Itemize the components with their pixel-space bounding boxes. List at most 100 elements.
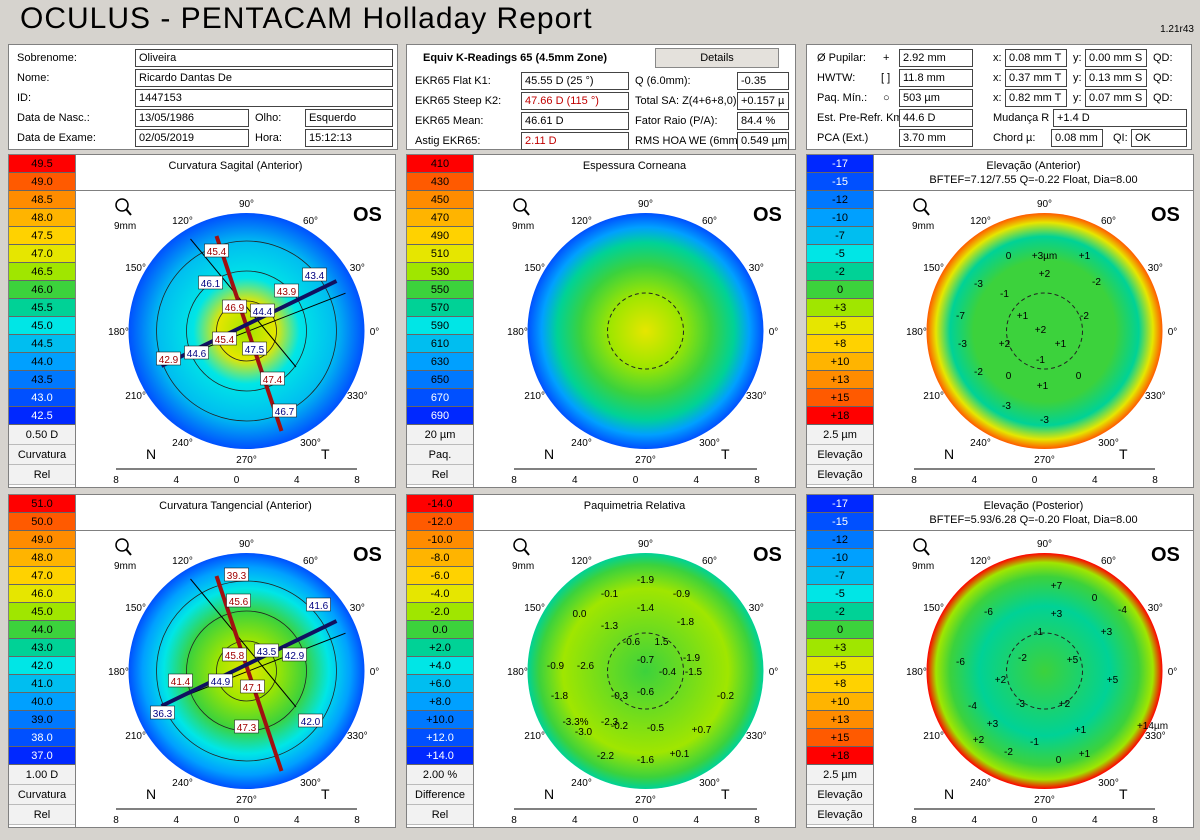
scale-cell: 43.0: [9, 389, 75, 407]
axis-tick-label: 8: [911, 475, 917, 486]
name-field[interactable]: Ricardo Dantas De: [135, 69, 393, 87]
map-value-label: 43.9: [277, 287, 297, 298]
scale-info[interactable]: Elevação: [807, 445, 873, 465]
k2-label: EKR65 Steep K2:: [415, 95, 502, 107]
scale-cell: 37.0: [9, 747, 75, 765]
scale-info[interactable]: Difference: [407, 785, 473, 805]
magnifier-handle: [923, 548, 930, 556]
map-value-label: +1: [1079, 749, 1091, 760]
degree-label: 240°: [571, 778, 592, 789]
eye-os-label: OS: [1151, 204, 1180, 226]
corneal-map[interactable]: 90° 120° 150° 180° 210° 240° 270° 300° 330° 0° 30°…: [874, 531, 1194, 828]
corneal-map[interactable]: 90° 120° 150° 180° 210° 240° 270° 300° 330° 0° 30°…: [474, 531, 796, 828]
zoom-label: 9mm: [512, 221, 534, 232]
map-value-label: -0.3: [611, 691, 629, 702]
degree-label: 270°: [236, 795, 257, 806]
degree-label: 0°: [370, 667, 380, 678]
map-panel-6[interactable]: -17 -15 -12 -10 -7 -5 -2 0 +3 +5 +8 +10 +13 +15 +18 2.5…: [806, 494, 1194, 828]
map-panel-3[interactable]: -17 -15 -12 -10 -7 -5 -2 0 +3 +5 +8 +10 +13 +15 +18 2.5…: [806, 154, 1194, 488]
map-value-label: 45.8: [225, 651, 245, 662]
scale-info[interactable]: Elevação: [807, 785, 873, 805]
scale-info[interactable]: Curvatura: [9, 445, 75, 465]
scale-cell: 42.0: [9, 657, 75, 675]
map-panel-5[interactable]: -14.0 -12.0 -10.0 -8.0 -6.0 -4.0 -2.0 0.0 +2.0 +4…: [406, 494, 796, 828]
scale-cell: +8.0: [407, 693, 473, 711]
nasal-label: N: [944, 446, 954, 462]
map-value-label: +1: [1079, 251, 1091, 262]
axis-tick-label: 8: [754, 475, 760, 486]
paq-label: Paq. Mín.:: [817, 92, 868, 104]
time-field[interactable]: 15:12:13: [305, 129, 393, 147]
degree-label: 300°: [699, 438, 720, 449]
map-value-label: -4: [1118, 605, 1127, 616]
value-label-box: [250, 303, 275, 318]
degree-label: 330°: [746, 391, 767, 402]
y3-label: y:: [1073, 92, 1082, 104]
details-button[interactable]: Details: [655, 48, 779, 68]
magnifier-icon: [115, 198, 129, 212]
y3-field: 0.07 mm S: [1085, 89, 1147, 107]
corneal-map[interactable]: 90° 120° 150° 180° 210° 240° 270° 300° 330° 0° 30°…: [76, 531, 396, 828]
scale-cell: 49.0: [9, 173, 75, 191]
degree-label: 270°: [1034, 795, 1055, 806]
map-value-label: -0.6: [623, 637, 641, 648]
map-value-label: +1: [1055, 339, 1067, 350]
corneal-map[interactable]: 90° 120° 150° 180° 210° 240° 270° 300° 330° 0° 30°…: [76, 191, 396, 488]
scale-cell: 530: [407, 263, 473, 281]
degree-label: 120°: [970, 556, 991, 567]
scale-info[interactable]: Rel: [407, 465, 473, 485]
zoom-label: 9mm: [912, 221, 934, 232]
temporal-label: T: [321, 446, 330, 462]
scale-info[interactable]: Curvatura: [9, 785, 75, 805]
scale-info[interactable]: Rel: [9, 465, 75, 485]
id-field[interactable]: 1447153: [135, 89, 393, 107]
eye-os-label: OS: [753, 544, 782, 566]
map-panel-2[interactable]: 410 430 450 470 490 510 530 550 570 590 610 630 650 6…: [406, 154, 796, 488]
map-value-label: -2: [1080, 311, 1089, 322]
map-value-label: +1: [1075, 725, 1087, 736]
cornea-disc: [527, 553, 764, 789]
scale-info[interactable]: Elevação: [807, 465, 873, 485]
k1-label: EKR65 Flat K1:: [415, 75, 491, 87]
degree-label: 150°: [923, 603, 944, 614]
value-label-box: [156, 351, 181, 366]
eye-field[interactable]: Esquerdo: [305, 109, 393, 127]
scale-cell: -4.0: [407, 585, 473, 603]
scale-cell: 50.0: [9, 513, 75, 531]
est-refr-label: Est. Pre-Refr. Km: [817, 112, 903, 124]
value-label-box: [168, 673, 193, 688]
scale-cell: -2: [807, 603, 873, 621]
zone-ring: [156, 240, 337, 422]
exam-date-field[interactable]: 02/05/2019: [135, 129, 249, 147]
axis-tick-label: 8: [511, 475, 517, 486]
eye-os-label: OS: [1151, 544, 1180, 566]
map-panel-4[interactable]: 51.0 50.0 49.0 48.0 47.0 46.0 45.0 44.0 43.0 42.0…: [8, 494, 396, 828]
eye-os-label: OS: [353, 544, 382, 566]
scale-cell: 47.0: [9, 567, 75, 585]
axis-tick-label: 0: [234, 815, 240, 826]
scale-info[interactable]: Rel: [407, 805, 473, 825]
report-title: OCULUS - PENTACAM Holladay Report: [20, 2, 593, 35]
map-header: Paquimetria Relativa: [474, 495, 795, 531]
pupil-panel: Ø Pupilar: + 2.92 mm HWTW: [ ] 11.8 mm P…: [806, 44, 1192, 150]
corneal-map[interactable]: 90° 120° 150° 180° 210° 240° 270° 300° 330° 0° 30°…: [874, 191, 1194, 488]
degree-label: 0°: [1168, 327, 1178, 338]
surname-field[interactable]: Oliveira: [135, 49, 393, 67]
corneal-map[interactable]: 90° 120° 150° 180° 210° 240° 270° 300° 330° 0° 30°…: [474, 191, 796, 488]
scale-info[interactable]: Paq.: [407, 445, 473, 465]
map-value-label: +1: [1017, 311, 1029, 322]
k2-field: 47.66 D (115 °): [521, 92, 629, 110]
axis-tick-label: 4: [1092, 475, 1098, 486]
scale-cell: 44.0: [9, 621, 75, 639]
dob-field[interactable]: 13/05/1986: [135, 109, 249, 127]
scale-info[interactable]: Rel: [9, 805, 75, 825]
degree-label: 180°: [108, 667, 129, 678]
map-panel-1[interactable]: 49.5 49.0 48.5 48.0 47.5 47.0 46.5 46.0 45.5 45.0…: [8, 154, 396, 488]
pupil-ring: [607, 632, 684, 710]
scale-info[interactable]: Elevação: [807, 805, 873, 825]
map-value-label: 0: [1056, 755, 1062, 766]
axis-tick-label: 4: [971, 475, 977, 486]
color-scale: 51.0 50.0 49.0 48.0 47.0 46.0 45.0 44.0 43.0 42.0…: [9, 495, 76, 827]
map-value-label: -7: [956, 311, 965, 322]
map-value-label: +14µm: [1137, 721, 1168, 732]
